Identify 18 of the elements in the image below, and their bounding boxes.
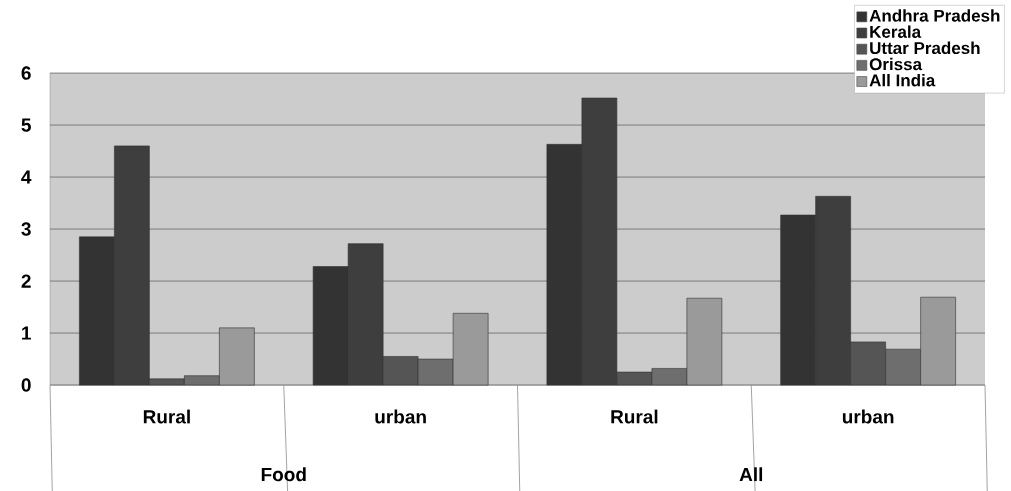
legend-label: Andhra Pradesh <box>869 9 1000 22</box>
legend-label: Kerala <box>870 25 922 38</box>
y-tick-label: 2 <box>21 274 31 288</box>
y-tick-label: 3 <box>21 222 31 236</box>
text: All <box>739 467 763 482</box>
y-tick-label: 1 <box>22 326 31 340</box>
x-tick-label: urban <box>842 409 894 424</box>
x-tick-label: urban <box>375 409 426 424</box>
legend-label: Orissa <box>869 57 923 71</box>
y-tick-label: 0 <box>21 378 31 392</box>
y-tick-label: 5 <box>21 118 31 132</box>
legend-label: Uttar Pradesh <box>870 41 980 55</box>
x-tick-label: Rural <box>143 409 190 424</box>
y-tick-label: 6 <box>21 66 31 80</box>
text: Food <box>261 467 306 482</box>
legend-label: All India <box>869 73 936 87</box>
x-tick-label: Rural <box>611 409 658 424</box>
y-tick-label: 4 <box>21 170 32 184</box>
